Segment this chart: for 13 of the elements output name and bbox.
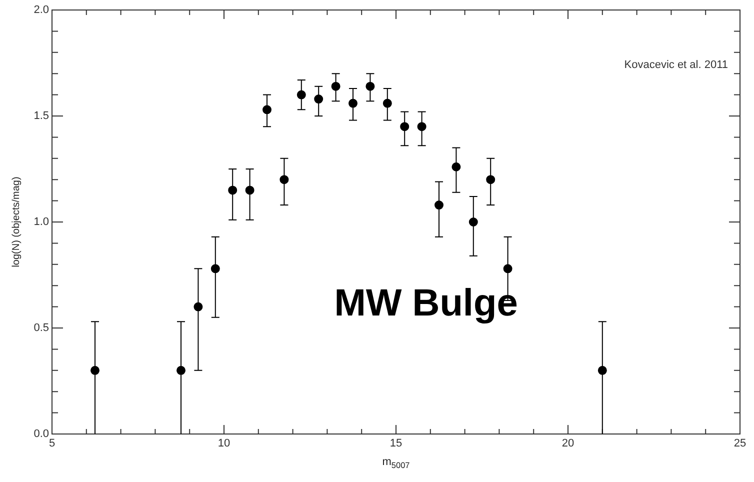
y-tick-label: 1.0 [34, 216, 49, 228]
annotation: MW Bulge [334, 282, 518, 324]
annotation: Kovacevic et al. 2011 [624, 59, 728, 72]
x-tick-label: 25 [734, 438, 746, 450]
y-tick-label: 0.5 [34, 322, 49, 334]
x-tick-label: 20 [562, 438, 574, 450]
x-tick-label: 10 [218, 438, 230, 450]
x-tick-label: 5 [48, 438, 56, 450]
y-tick-label: 0.0 [34, 428, 49, 440]
y-axis-title: log(N) (objects/mag) [10, 176, 22, 268]
x-tick-label: 15 [390, 438, 402, 450]
y-tick-label: 2.0 [34, 4, 49, 16]
y-tick-label: 1.5 [34, 110, 49, 122]
